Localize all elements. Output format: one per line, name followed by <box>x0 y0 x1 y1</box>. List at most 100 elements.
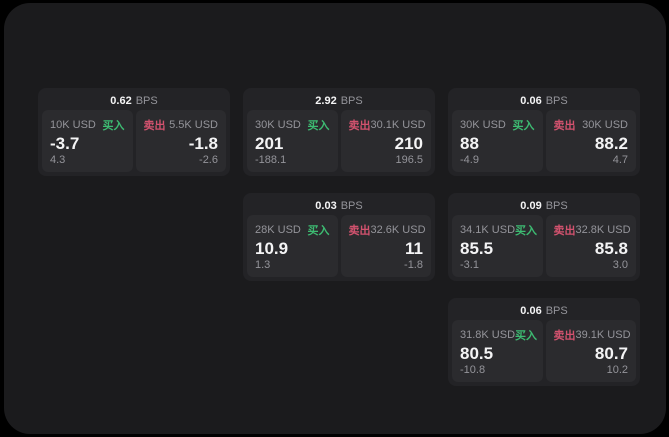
sell-price: 11 <box>405 239 423 258</box>
sell-panel[interactable]: 卖出 39.1K USD 80.7 10.2 <box>545 320 636 382</box>
buy-price: 88 <box>460 134 479 153</box>
sell-panel[interactable]: 卖出 30.1K USD 210 196.5 <box>340 110 431 172</box>
buy-tile-header: 30K USD 买入 <box>255 117 330 133</box>
sell-amount: 5.5K USD <box>169 119 218 131</box>
sell-price: -1.8 <box>188 134 218 153</box>
buy-change: -3.1 <box>460 259 479 271</box>
sell-amount: 32.8K USD <box>575 224 631 236</box>
buy-tile-header: 31.8K USD 买入 <box>460 327 538 343</box>
price-card: 0.06 BPS 30K USD 买入 88 -4.9 卖出 30K USD 8… <box>448 88 640 176</box>
bps-value: 0.62 <box>110 94 132 107</box>
sell-amount: 30.1K USD <box>370 119 426 131</box>
sell-change: 3.0 <box>612 259 628 271</box>
buy-panel[interactable]: 34.1K USD 买入 85.5 -3.1 <box>452 215 543 277</box>
sell-change: 10.2 <box>606 364 628 376</box>
buy-side-label: 买入 <box>515 330 538 342</box>
price-card: 0.06 BPS 31.8K USD 买入 80.5 -10.8 卖出 39.1… <box>448 298 640 386</box>
sell-tile-header: 卖出 5.5K USD <box>144 117 219 133</box>
sell-amount: 30K USD <box>582 119 628 131</box>
buy-amount: 31.8K USD <box>460 329 516 341</box>
sell-tile-header: 卖出 30.1K USD <box>348 117 426 133</box>
sell-change: 4.7 <box>612 154 628 166</box>
price-card: 0.03 BPS 28K USD 买入 10.9 1.3 卖出 32.6K US… <box>243 193 435 281</box>
price-card: 0.62 BPS 10K USD 买入 -3.7 4.3 卖出 5.5K USD… <box>38 88 230 176</box>
buy-price: 85.5 <box>460 239 494 258</box>
card-body: 30K USD 买入 201 -188.1 卖出 30.1K USD 210 1… <box>247 110 431 172</box>
sell-change: 196.5 <box>395 154 423 166</box>
buy-price: 201 <box>255 134 284 153</box>
buy-panel[interactable]: 30K USD 买入 201 -188.1 <box>247 110 338 172</box>
buy-tile-header: 30K USD 买入 <box>460 117 535 133</box>
buy-amount: 30K USD <box>460 119 506 131</box>
sell-change: -2.6 <box>199 154 218 166</box>
buy-side-label: 买入 <box>515 225 538 237</box>
buy-side-label: 买入 <box>102 120 125 132</box>
card-header: 0.06 BPS <box>452 301 636 320</box>
sell-side-label: 卖出 <box>348 120 371 132</box>
buy-change: 4.3 <box>50 154 66 166</box>
card-body: 30K USD 买入 88 -4.9 卖出 30K USD 88.2 4.7 <box>452 110 636 172</box>
bps-value: 2.92 <box>315 94 337 107</box>
bps-unit: BPS <box>545 94 568 107</box>
buy-change: 1.3 <box>255 259 271 271</box>
bps-value: 0.06 <box>520 94 542 107</box>
card-header: 0.03 BPS <box>247 196 431 215</box>
sell-change: -1.8 <box>404 259 423 271</box>
card-body: 34.1K USD 买入 85.5 -3.1 卖出 32.8K USD 85.8… <box>452 215 636 277</box>
bps-unit: BPS <box>545 199 568 212</box>
buy-amount: 10K USD <box>50 119 96 131</box>
card-header: 0.62 BPS <box>42 91 226 110</box>
sell-tile-header: 卖出 30K USD <box>554 117 629 133</box>
card-header: 2.92 BPS <box>247 91 431 110</box>
bps-value: 0.03 <box>315 199 337 212</box>
buy-price: -3.7 <box>50 134 80 153</box>
buy-panel[interactable]: 30K USD 买入 88 -4.9 <box>452 110 543 172</box>
sell-side-label: 卖出 <box>143 120 166 132</box>
sell-price: 88.2 <box>594 134 628 153</box>
sell-panel[interactable]: 卖出 30K USD 88.2 4.7 <box>545 110 636 172</box>
bps-unit: BPS <box>340 199 363 212</box>
sell-price: 80.7 <box>594 344 628 363</box>
sell-tile-header: 卖出 32.8K USD <box>553 222 631 238</box>
sell-price: 85.8 <box>594 239 628 258</box>
price-card: 2.92 BPS 30K USD 买入 201 -188.1 卖出 30.1K … <box>243 88 435 176</box>
sell-price: 210 <box>394 134 423 153</box>
sell-panel[interactable]: 卖出 32.6K USD 11 -1.8 <box>340 215 431 277</box>
buy-tile-header: 28K USD 买入 <box>255 222 330 238</box>
buy-change: -10.8 <box>460 364 486 376</box>
sell-amount: 39.1K USD <box>575 329 631 341</box>
buy-amount: 34.1K USD <box>460 224 516 236</box>
sell-tile-header: 卖出 32.6K USD <box>348 222 426 238</box>
app-panel: 0.62 BPS 10K USD 买入 -3.7 4.3 卖出 5.5K USD… <box>4 3 666 434</box>
buy-panel[interactable]: 10K USD 买入 -3.7 4.3 <box>42 110 133 172</box>
bps-value: 0.06 <box>520 304 542 317</box>
buy-change: -4.9 <box>460 154 479 166</box>
bps-unit: BPS <box>545 304 568 317</box>
card-body: 31.8K USD 买入 80.5 -10.8 卖出 39.1K USD 80.… <box>452 320 636 382</box>
buy-price: 10.9 <box>255 239 289 258</box>
buy-amount: 28K USD <box>255 224 301 236</box>
price-card: 0.09 BPS 34.1K USD 买入 85.5 -3.1 卖出 32.8K… <box>448 193 640 281</box>
buy-panel[interactable]: 28K USD 买入 10.9 1.3 <box>247 215 338 277</box>
tiles-grid: 0.62 BPS 10K USD 买入 -3.7 4.3 卖出 5.5K USD… <box>38 88 640 386</box>
buy-tile-header: 34.1K USD 买入 <box>460 222 538 238</box>
sell-side-label: 卖出 <box>553 330 576 342</box>
bps-unit: BPS <box>340 94 363 107</box>
sell-side-label: 卖出 <box>553 225 576 237</box>
buy-side-label: 买入 <box>512 120 535 132</box>
sell-side-label: 卖出 <box>553 120 576 132</box>
buy-panel[interactable]: 31.8K USD 买入 80.5 -10.8 <box>452 320 543 382</box>
sell-tile-header: 卖出 39.1K USD <box>553 327 631 343</box>
bps-value: 0.09 <box>520 199 542 212</box>
buy-change: -188.1 <box>255 154 287 166</box>
sell-panel[interactable]: 卖出 5.5K USD -1.8 -2.6 <box>135 110 226 172</box>
sell-side-label: 卖出 <box>348 225 371 237</box>
buy-tile-header: 10K USD 买入 <box>50 117 125 133</box>
card-body: 28K USD 买入 10.9 1.3 卖出 32.6K USD 11 -1.8 <box>247 215 431 277</box>
buy-side-label: 买入 <box>307 120 330 132</box>
card-header: 0.09 BPS <box>452 196 636 215</box>
buy-amount: 30K USD <box>255 119 301 131</box>
sell-amount: 32.6K USD <box>370 224 426 236</box>
buy-side-label: 买入 <box>307 225 330 237</box>
sell-panel[interactable]: 卖出 32.8K USD 85.8 3.0 <box>545 215 636 277</box>
